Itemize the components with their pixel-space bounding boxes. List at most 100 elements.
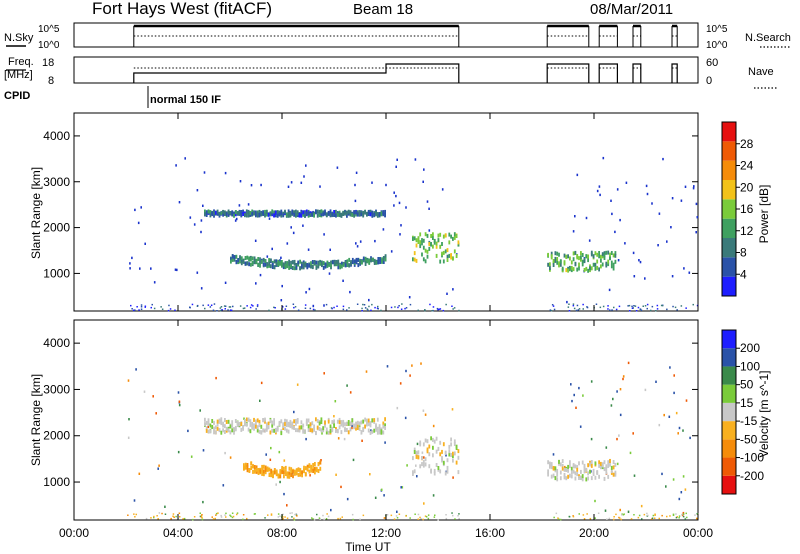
band-cell [355, 423, 357, 428]
scatter-point [582, 394, 584, 397]
ground-scatter-point [377, 305, 379, 308]
band-cell [303, 469, 305, 474]
band-cell [316, 209, 319, 214]
band-cell [417, 450, 420, 455]
scatter-point [673, 391, 675, 395]
band-cell [554, 251, 557, 256]
scatter-point [292, 231, 295, 235]
band-cell [590, 250, 593, 255]
scatter-point [200, 219, 203, 222]
band-cell [273, 421, 275, 426]
ground-scatter-point [304, 307, 307, 309]
band-cell [227, 212, 230, 217]
band-cell [267, 425, 270, 429]
band-cell [205, 210, 208, 215]
band-cell [601, 252, 604, 257]
band-cell [204, 417, 206, 422]
scatter-point [622, 375, 625, 378]
band-cell [558, 252, 560, 257]
band-cell [287, 211, 290, 216]
band-cell [244, 422, 246, 427]
colorbar-cell [722, 276, 736, 296]
band-cell [364, 262, 367, 266]
band-cell [435, 436, 438, 441]
ground-scatter-point [401, 303, 403, 305]
ground-scatter-point [583, 518, 586, 520]
band-cell [338, 417, 341, 422]
band-cell [259, 260, 261, 265]
band-cell [204, 209, 206, 214]
scatter-point [283, 492, 285, 496]
band-cell [567, 464, 569, 469]
ground-scatter-point [348, 307, 350, 309]
band-cell [333, 213, 335, 217]
power-colorbar-label: Power [dB] [757, 185, 771, 244]
band-cell [336, 429, 339, 434]
band-cell [222, 212, 224, 217]
band-cell [301, 470, 303, 475]
x-tick-label: 04:00 [163, 526, 193, 540]
band-cell [230, 259, 232, 264]
scatter-point [259, 273, 262, 277]
band-cell [333, 260, 336, 265]
nave-label: Nave [748, 66, 774, 78]
ground-scatter-point [200, 516, 203, 518]
ground-scatter-point [150, 306, 152, 309]
scatter-point [174, 268, 177, 271]
band-cell [271, 262, 274, 267]
ground-scatter-point [613, 306, 615, 309]
scatter-point [662, 157, 664, 161]
band-cell [257, 262, 260, 267]
ground-scatter-point [156, 515, 158, 517]
band-cell [225, 212, 228, 217]
band-cell [455, 234, 458, 238]
band-cell [457, 449, 460, 454]
band-cell [348, 263, 351, 268]
ground-scatter-point [170, 517, 172, 520]
band-cell [260, 424, 263, 429]
scatter-point [627, 361, 630, 365]
ground-scatter-point [672, 305, 674, 308]
band-cell [576, 472, 579, 477]
nave-tick-bottom: 0 [706, 75, 712, 87]
band-cell [216, 209, 219, 214]
scatter-point [323, 233, 325, 236]
ground-scatter-point [452, 308, 454, 310]
band-cell [364, 417, 366, 422]
ground-scatter-point [174, 309, 176, 311]
band-cell [572, 469, 575, 474]
band-cell [263, 464, 265, 469]
colorbar-cell [722, 384, 736, 403]
band-cell [382, 421, 385, 426]
ground-scatter-point [376, 307, 379, 310]
scatter-point [422, 180, 424, 183]
band-cell [270, 469, 273, 474]
band-cell [457, 470, 460, 475]
band-cell [322, 265, 325, 270]
band-cell [412, 237, 414, 241]
band-cell [547, 469, 549, 474]
ground-scatter-point [229, 309, 232, 311]
band-cell [589, 462, 591, 467]
band-cell [306, 467, 309, 472]
ground-scatter-point [327, 515, 330, 518]
band-cell [572, 464, 575, 469]
band-cell [291, 266, 294, 270]
ground-scatter-point [316, 513, 318, 516]
band-cell [245, 213, 248, 218]
band-cell [428, 242, 431, 247]
ground-scatter-point [311, 517, 313, 519]
ground-scatter-point [281, 305, 284, 308]
band-cell [433, 468, 436, 473]
ground-scatter-point [568, 310, 571, 312]
scatter-point [281, 284, 283, 288]
band-cell [448, 444, 451, 449]
ground-scatter-point [227, 309, 229, 311]
band-cell [430, 468, 432, 473]
colorbar-cell [722, 366, 736, 385]
band-cell [570, 474, 573, 479]
band-cell [384, 257, 387, 262]
band-cell [235, 260, 238, 265]
ground-scatter-point [151, 303, 153, 306]
